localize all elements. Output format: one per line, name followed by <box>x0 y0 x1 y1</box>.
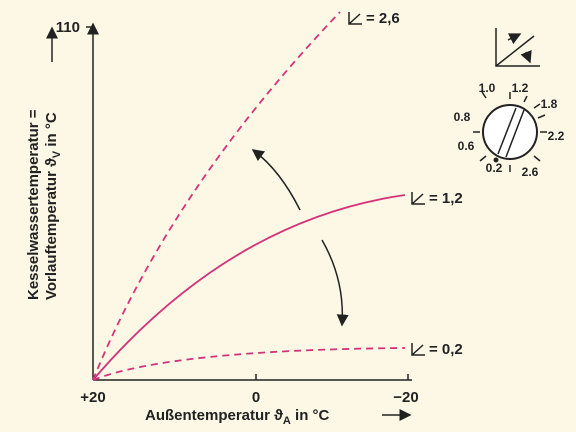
icon <box>495 28 540 67</box>
dial: 1.0 1.2 1.8 2.2 2.6 0.2 0.6 0.8 <box>454 81 565 179</box>
dial-label: 2.6 <box>522 165 539 179</box>
slope-icon <box>411 343 425 356</box>
x-tick-label: −20 <box>393 389 418 406</box>
curve-label-text: = 1,2 <box>429 190 463 207</box>
curve <box>92 194 406 381</box>
curve <box>92 347 406 381</box>
x-tick-label: +20 <box>80 389 105 406</box>
y-title-line: Kesselwassertemperatur = <box>25 109 42 300</box>
curve-label-text: = 0,2 <box>429 341 463 358</box>
curve-label: = 2,6 <box>348 10 400 27</box>
slope-icon <box>348 12 362 25</box>
curve-label-text: = 2,6 <box>366 10 400 27</box>
curve-label: = 0,2 <box>411 341 463 358</box>
dial-label: 1.2 <box>512 81 529 95</box>
dial-label: 1.0 <box>479 81 496 95</box>
dial-label: 0.6 <box>458 139 475 153</box>
slope-icon <box>411 192 425 205</box>
dial-label: 2.2 <box>548 129 565 143</box>
x-tick-label: 0 <box>252 389 260 406</box>
arrow <box>251 149 301 211</box>
arrow <box>321 239 349 327</box>
curve <box>92 11 341 381</box>
x-axis-title: Außentemperatur ϑA in °C <box>145 407 330 427</box>
y-title-line: Vorlauftemperatur ϑV in °C <box>43 112 63 300</box>
curve-label: = 1,2 <box>411 190 463 207</box>
dial-label: 0.2 <box>486 161 503 175</box>
y-axis-title: Kesselwassertemperatur = Vorlauftemperat… <box>25 109 63 300</box>
y-max-label: 110 <box>56 19 80 36</box>
dial-label: 1.8 <box>541 97 558 111</box>
dial-label: 0.8 <box>454 110 471 124</box>
